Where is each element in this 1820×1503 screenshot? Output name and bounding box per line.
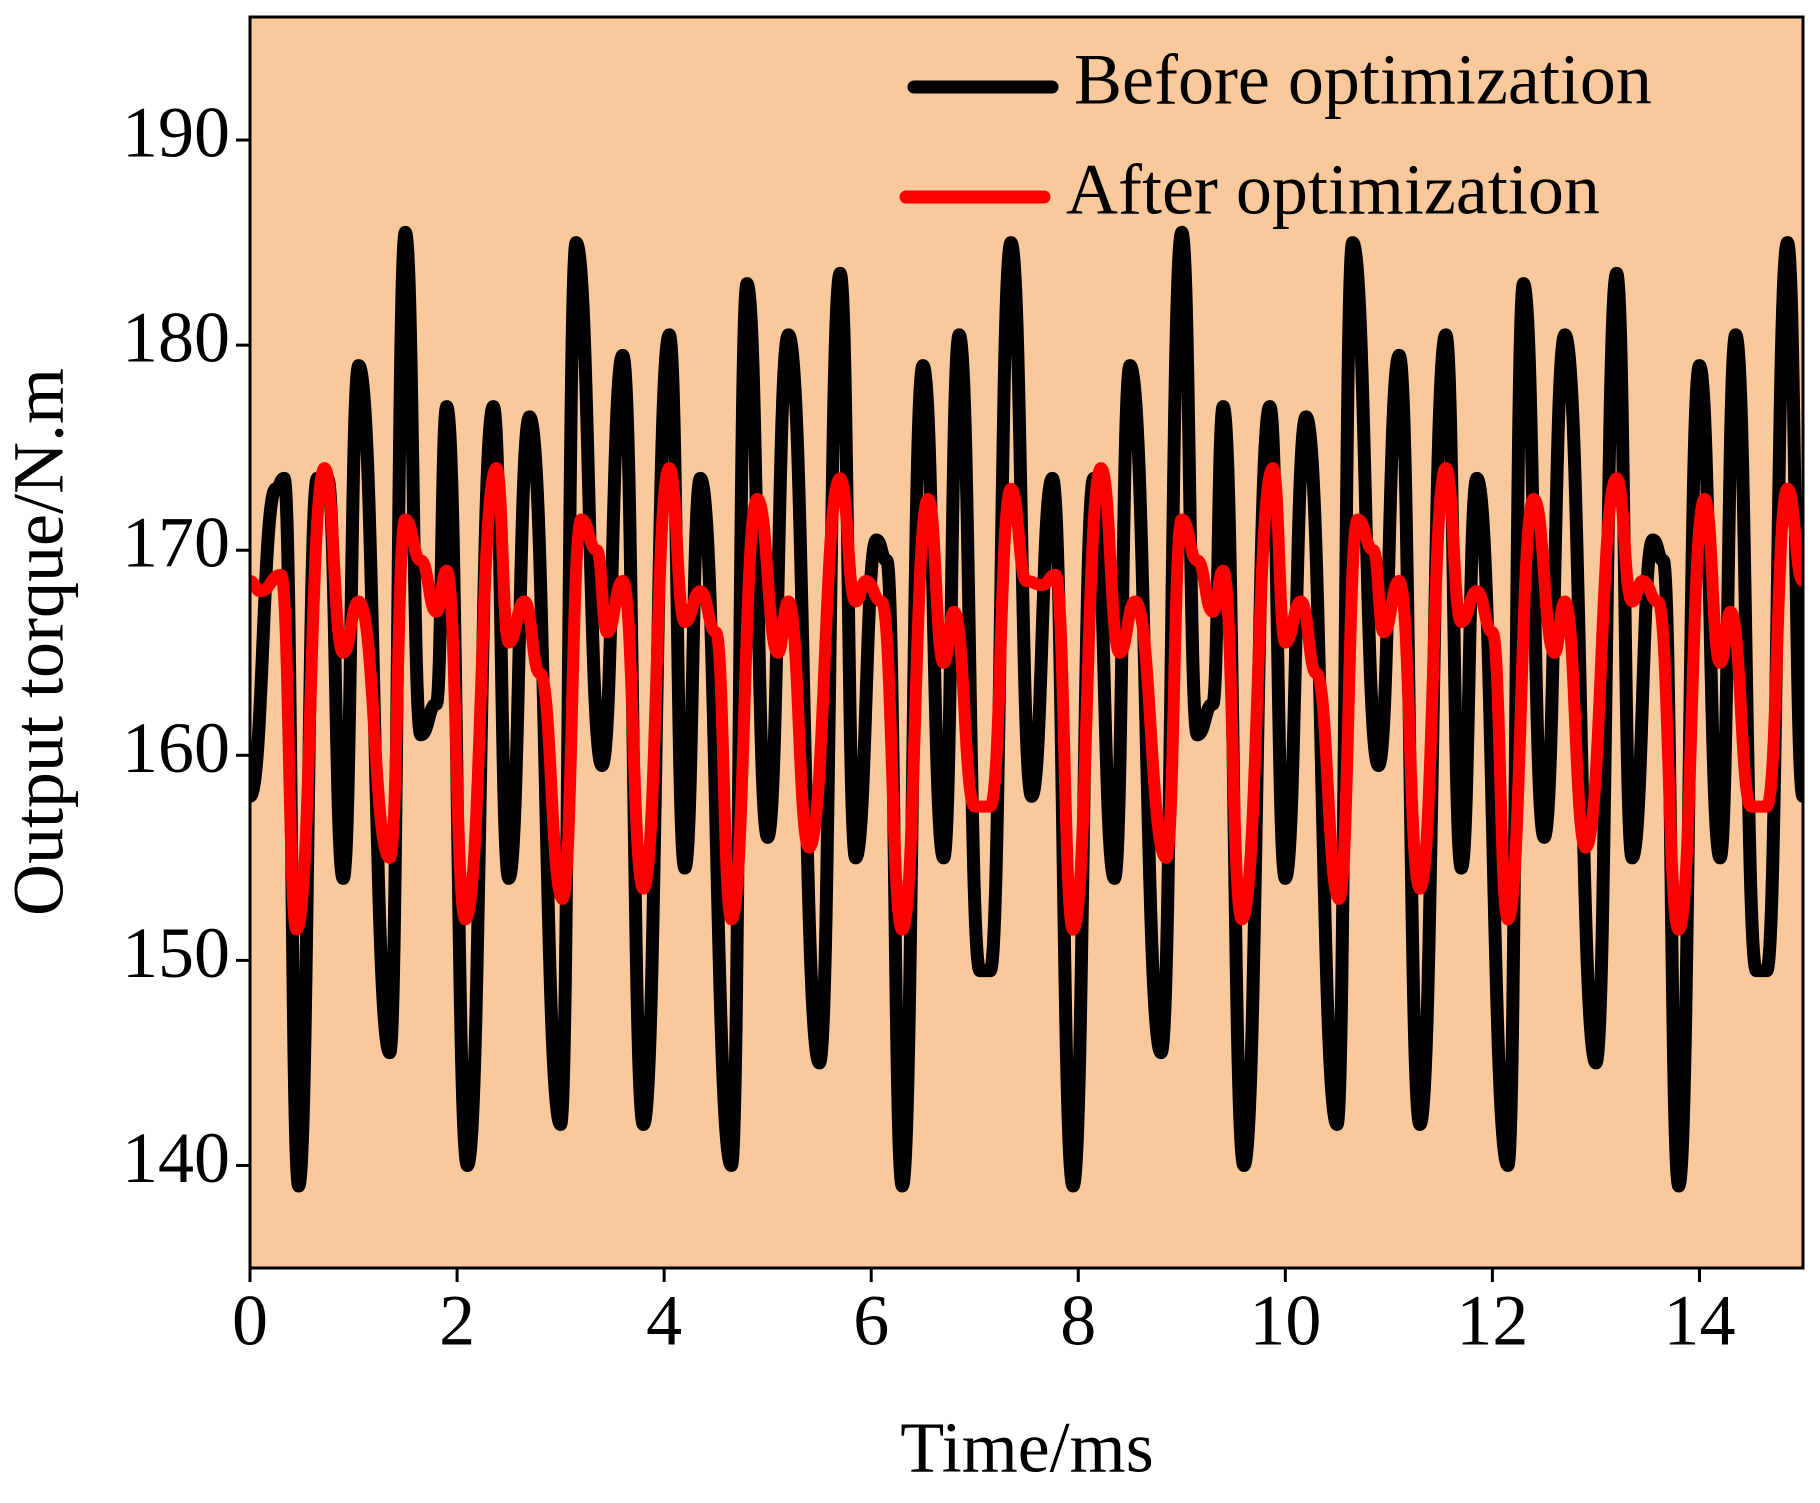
x-tick-label: 2: [439, 1281, 475, 1361]
x-tick-label: 0: [232, 1281, 268, 1361]
x-tick-label: 4: [646, 1281, 682, 1361]
x-tick-label: 6: [853, 1281, 889, 1361]
y-tick-label: 160: [122, 708, 230, 788]
y-tick-label: 180: [122, 298, 230, 378]
plot-frame: [248, 15, 1805, 1270]
y-tick-label: 170: [122, 503, 230, 583]
x-tick-label: 12: [1456, 1281, 1528, 1361]
x-tick-label: 14: [1663, 1281, 1735, 1361]
y-tick-label: 140: [122, 1118, 230, 1198]
data-line: [250, 462, 1803, 936]
x-axis-title: Time/ms: [900, 1408, 1153, 1488]
data-line: [250, 225, 1803, 1193]
y-tick-label: 150: [122, 913, 230, 993]
legend-label: After optimization: [1066, 150, 1600, 230]
y-axis-title: Output torque/N.m: [0, 368, 79, 916]
x-tick-label: 8: [1060, 1281, 1096, 1361]
y-tick-label: 190: [122, 93, 230, 173]
x-tick-label: 10: [1249, 1281, 1321, 1361]
legend-label: Before optimization: [1074, 40, 1652, 120]
